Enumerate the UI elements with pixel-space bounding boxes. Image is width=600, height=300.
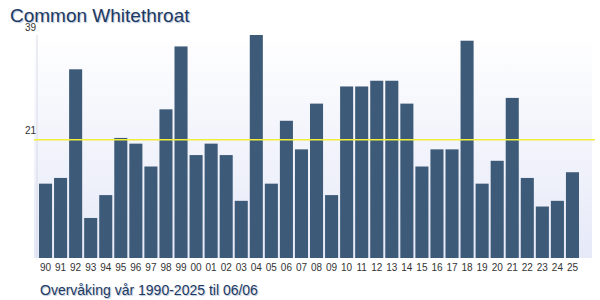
y-axis-line <box>37 35 38 258</box>
x-tick-label: 98 <box>160 262 172 273</box>
bar <box>175 46 188 258</box>
bar <box>430 149 443 258</box>
x-tick-label: 04 <box>251 262 263 273</box>
x-tick-label: 07 <box>296 262 308 273</box>
bar <box>250 35 263 258</box>
bar <box>506 98 519 258</box>
x-tick-label: 20 <box>492 262 504 273</box>
x-tick-label: 13 <box>386 262 398 273</box>
x-tick-label: 10 <box>341 262 353 273</box>
bar <box>190 155 203 258</box>
bar <box>446 149 459 258</box>
x-tick-label: 23 <box>537 262 549 273</box>
x-tick-label: 00 <box>191 262 203 273</box>
x-tick-label: 08 <box>311 262 323 273</box>
bar <box>295 149 308 258</box>
bar <box>39 184 52 258</box>
bar <box>265 184 278 258</box>
x-tick-label: 19 <box>477 262 489 273</box>
bar <box>491 161 504 258</box>
x-tick-label: 18 <box>462 262 474 273</box>
x-tick-label: 25 <box>567 262 579 273</box>
bar <box>129 144 142 258</box>
x-tick-label: 90 <box>40 262 52 273</box>
bar <box>476 184 489 258</box>
bar <box>551 201 564 258</box>
bar <box>521 178 534 258</box>
bar <box>400 104 413 258</box>
x-tick-label: 15 <box>416 262 428 273</box>
x-tick-label: 92 <box>70 262 82 273</box>
bar <box>69 69 82 258</box>
bar <box>280 121 293 258</box>
bar <box>54 178 67 258</box>
x-tick-label: 14 <box>401 262 413 273</box>
x-tick-label: 01 <box>206 262 218 273</box>
y-tick-label: 21 <box>25 125 37 136</box>
x-tick-label: 24 <box>552 262 564 273</box>
bar <box>310 104 323 258</box>
x-tick-label: 99 <box>175 262 187 273</box>
bar <box>355 86 368 258</box>
bar <box>325 195 338 258</box>
bar <box>205 144 218 258</box>
bar <box>84 218 97 258</box>
x-tick-label: 91 <box>55 262 67 273</box>
x-tick-label: 02 <box>221 262 233 273</box>
bar <box>461 41 474 258</box>
x-tick-label: 11 <box>356 262 367 273</box>
x-tick-label: 97 <box>145 262 157 273</box>
bar <box>235 201 248 258</box>
title: Common Whitethroat <box>10 5 190 26</box>
average-line <box>34 139 595 141</box>
x-tick-label: 06 <box>281 262 293 273</box>
bar <box>536 207 549 258</box>
bar <box>370 81 383 258</box>
bar <box>340 86 353 258</box>
x-tick-label: 21 <box>507 262 519 273</box>
bar <box>385 81 398 258</box>
x-tick-label: 93 <box>85 262 97 273</box>
x-tick-label: 94 <box>100 262 112 273</box>
bar <box>566 172 579 258</box>
x-tick-label: 16 <box>431 262 443 273</box>
bar <box>159 109 172 258</box>
bar <box>144 167 157 258</box>
bar <box>99 195 112 258</box>
bar <box>220 155 233 258</box>
bars <box>39 35 579 258</box>
subtitle: Overvåking vår 1990-2025 til 06/06 <box>40 282 258 298</box>
x-tick-label: 09 <box>326 262 338 273</box>
x-tick-label: 05 <box>266 262 278 273</box>
plot-background <box>34 30 592 258</box>
bar <box>415 167 428 258</box>
x-tick-label: 12 <box>371 262 383 273</box>
bar <box>114 138 127 258</box>
x-tick-label: 95 <box>115 262 127 273</box>
x-tick-label: 96 <box>130 262 142 273</box>
x-tick-label: 03 <box>236 262 248 273</box>
x-tick-label: 22 <box>522 262 534 273</box>
x-tick-label: 17 <box>446 262 458 273</box>
